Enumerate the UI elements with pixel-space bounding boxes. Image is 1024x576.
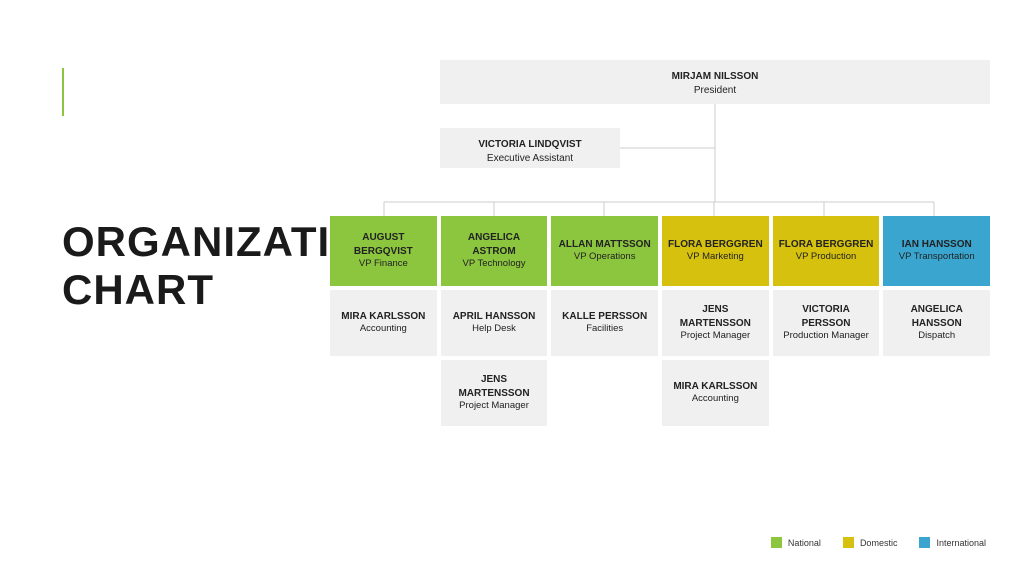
department-column: AUGUST BERGQVISTVP FinanceMIRA KARLSSONA… [330,216,437,426]
subordinate-name: MIRA KARLSSON [668,380,763,394]
subordinate-box: JENS MARTENSSONProject Manager [441,360,548,426]
assistant-box: VICTORIA LINDQVIST Executive Assistant [440,128,620,168]
vp-box: FLORA BERGGRENVP Marketing [662,216,769,286]
president-box: MIRJAM NILSSON President [440,60,990,104]
vp-role: VP Operations [557,251,652,264]
subordinate-name: MIRA KARLSSON [336,310,431,324]
subordinate-role: Help Desk [447,323,542,336]
assistant-name: VICTORIA LINDQVIST [446,138,614,152]
department-column: IAN HANSSONVP TransportationANGELICA HAN… [883,216,990,426]
vp-box: FLORA BERGGRENVP Production [773,216,880,286]
subordinate-role: Facilities [557,323,652,336]
vp-box: AUGUST BERGQVISTVP Finance [330,216,437,286]
accent-bar [62,68,64,116]
vp-role: VP Technology [447,258,542,271]
department-column: FLORA BERGGRENVP ProductionVICTORIA PERS… [773,216,880,426]
legend-swatch [771,537,782,548]
subordinate-role: Dispatch [889,330,984,343]
president-role: President [446,84,984,98]
vp-name: AUGUST BERGQVIST [336,231,431,258]
title-line-2: CHART [62,266,214,313]
subordinate-box: MIRA KARLSSONAccounting [662,360,769,426]
subordinate-name: ANGELICA HANSSON [889,303,984,330]
department-column: ANGELICA ASTROMVP TechnologyAPRIL HANSSO… [441,216,548,426]
vp-role: VP Transportation [889,251,984,264]
vp-role: VP Marketing [668,251,763,264]
vp-name: FLORA BERGGREN [779,238,874,252]
vp-box: IAN HANSSONVP Transportation [883,216,990,286]
subordinate-box: ANGELICA HANSSONDispatch [883,290,990,356]
department-column: FLORA BERGGRENVP MarketingJENS MARTENSSO… [662,216,769,426]
vp-name: FLORA BERGGREN [668,238,763,252]
vp-role: VP Production [779,251,874,264]
vp-name: IAN HANSSON [889,238,984,252]
subordinate-box: MIRA KARLSSONAccounting [330,290,437,356]
subordinate-box: KALLE PERSSONFacilities [551,290,658,356]
subordinate-box: APRIL HANSSONHelp Desk [441,290,548,356]
subordinate-name: KALLE PERSSON [557,310,652,324]
legend-swatch [919,537,930,548]
subordinate-box: VICTORIA PERSSONProduction Manager [773,290,880,356]
subordinate-name: JENS MARTENSSON [668,303,763,330]
subordinate-name: VICTORIA PERSSON [779,303,874,330]
subordinate-box: JENS MARTENSSONProject Manager [662,290,769,356]
subordinate-name: JENS MARTENSSON [447,373,542,400]
subordinate-role: Accounting [668,393,763,406]
legend-label: International [936,538,986,548]
subordinate-name: APRIL HANSSON [447,310,542,324]
subordinate-role: Accounting [336,323,431,336]
vp-role: VP Finance [336,258,431,271]
legend-item: International [919,537,986,548]
legend-label: Domestic [860,538,898,548]
legend-item: Domestic [843,537,898,548]
legend: National Domestic International [771,537,986,548]
legend-swatch [843,537,854,548]
vp-box: ANGELICA ASTROMVP Technology [441,216,548,286]
department-column: ALLAN MATTSSONVP OperationsKALLE PERSSON… [551,216,658,426]
vp-name: ALLAN MATTSSON [557,238,652,252]
vp-name: ANGELICA ASTROM [447,231,542,258]
vp-box: ALLAN MATTSSONVP Operations [551,216,658,286]
president-name: MIRJAM NILSSON [446,70,984,84]
legend-item: National [771,537,821,548]
department-columns: AUGUST BERGQVISTVP FinanceMIRA KARLSSONA… [330,216,990,426]
subordinate-role: Project Manager [668,330,763,343]
subordinate-role: Production Manager [779,330,874,343]
assistant-role: Executive Assistant [446,152,614,166]
legend-label: National [788,538,821,548]
subordinate-role: Project Manager [447,400,542,413]
